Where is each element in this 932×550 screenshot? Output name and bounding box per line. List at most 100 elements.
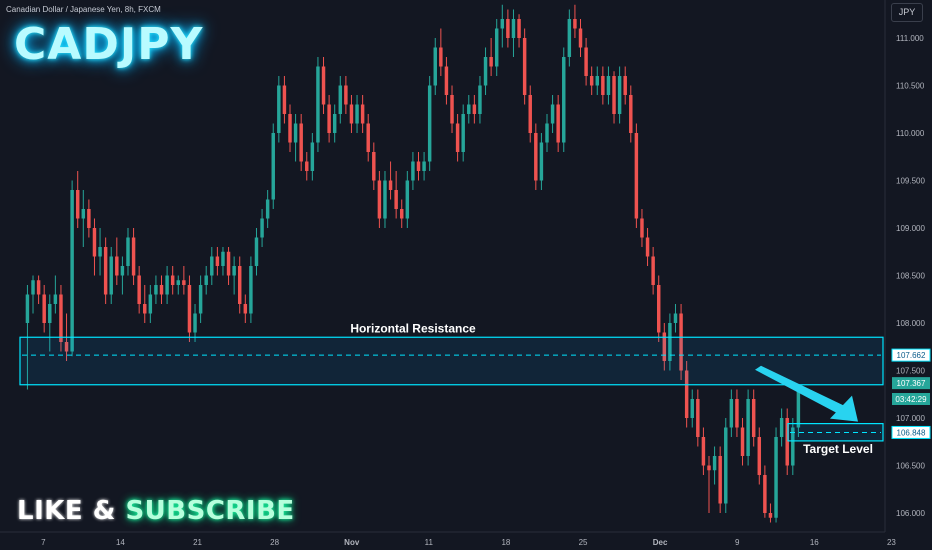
candle-body	[461, 114, 465, 152]
price-tick-label: 110.000	[896, 129, 925, 138]
candle-body	[215, 256, 220, 266]
price-tick-label: 106.500	[896, 462, 925, 471]
cta-subscribe: SUBSCRIBE	[125, 496, 295, 526]
candle-body	[506, 19, 510, 38]
cta-like: LIKE &	[17, 496, 126, 526]
candle-body	[690, 399, 694, 418]
candle-body	[204, 275, 208, 285]
candle-body	[87, 209, 91, 228]
price-tag-label: 107.662	[897, 351, 926, 360]
candle-body	[260, 218, 264, 238]
candle-body	[126, 237, 130, 266]
candle-body	[103, 247, 108, 295]
candle-body	[176, 280, 181, 285]
candle-body	[617, 76, 622, 114]
candle-body	[411, 161, 415, 181]
price-tick-label: 108.000	[896, 319, 925, 328]
candle-body	[232, 266, 236, 276]
price-tick-label: 107.000	[896, 414, 925, 423]
candle-body	[589, 76, 594, 86]
candle-body	[355, 104, 359, 124]
candle-body	[779, 418, 784, 437]
arrow-head	[830, 395, 858, 422]
price-axis[interactable]: 106.000 106.500 107.000 107.500 108.000 108.5…	[896, 34, 925, 518]
candle-body	[640, 218, 644, 238]
candle-body	[193, 313, 197, 333]
candle-body	[556, 104, 560, 143]
time-tick-label: 14	[116, 538, 125, 547]
candle-body	[416, 161, 421, 171]
price-tag: 107.367	[892, 377, 930, 390]
candle-body	[383, 180, 387, 219]
time-tick-label: 16	[810, 538, 819, 547]
candle-body	[198, 285, 203, 314]
candle-body	[573, 19, 577, 29]
price-tag-bg	[892, 377, 930, 390]
candle-body	[478, 85, 482, 114]
arrow-shaft	[755, 365, 844, 414]
price-tag-bg	[892, 393, 930, 405]
like-subscribe-banner: LIKE & SUBSCRIBE	[17, 496, 295, 526]
candle-body	[75, 190, 80, 219]
candle-body	[372, 152, 376, 181]
candle-body	[517, 19, 521, 38]
time-tick-label: Dec	[653, 538, 668, 547]
candle-body	[785, 418, 789, 466]
candle-body	[321, 66, 326, 105]
candle-body	[550, 104, 555, 124]
price-tag-bg	[891, 425, 931, 439]
candle-body	[696, 399, 700, 437]
candle-body	[221, 251, 225, 266]
candle-body	[774, 437, 778, 518]
candle-body	[701, 437, 706, 466]
candle-body	[64, 342, 69, 352]
price-tag: 107.662	[891, 348, 931, 362]
candle-body	[249, 266, 253, 314]
candle-body	[316, 66, 320, 143]
candle-body	[539, 142, 544, 181]
candle-body	[305, 161, 309, 171]
time-axis[interactable]: 7 14 21 28 Nov 11 18 25 Dec 9 16 23	[41, 538, 896, 547]
candle-body	[522, 38, 527, 95]
candle-body	[724, 427, 728, 504]
time-tick-label: 18	[501, 538, 510, 547]
price-tag-label: 106.848	[897, 428, 926, 437]
candle-body	[595, 76, 600, 86]
candle-body	[651, 256, 655, 285]
currency-button[interactable]: JPY	[891, 3, 923, 22]
candle-body	[405, 180, 410, 219]
candle-body	[182, 280, 186, 285]
candle-body	[31, 280, 35, 295]
candle-body	[757, 437, 762, 475]
price-tick-label: 109.000	[896, 224, 925, 233]
candle-body	[277, 85, 281, 133]
candle-body	[81, 209, 86, 219]
candle-body	[455, 123, 460, 152]
candle-body	[467, 104, 471, 114]
candle-body	[187, 285, 192, 333]
candle-body	[791, 427, 795, 466]
candle-body	[601, 76, 605, 95]
candle-body	[483, 57, 488, 86]
candle-body	[366, 123, 370, 152]
candle-body	[439, 47, 443, 67]
price-tick-label: 106.000	[896, 509, 925, 518]
time-tick-label: 7	[41, 538, 46, 547]
price-tag-bg	[891, 348, 931, 362]
candle-body	[48, 304, 52, 323]
candle-body	[59, 294, 63, 342]
candle-body	[394, 190, 398, 209]
candle-body	[165, 275, 169, 295]
chart-title: CADJPY	[14, 19, 204, 70]
candle-body	[36, 280, 41, 295]
price-tick-label: 111.000	[896, 34, 924, 43]
candle-body	[656, 285, 661, 333]
time-tick-label: 23	[887, 538, 896, 547]
candle-body	[545, 123, 549, 143]
candle-body	[735, 399, 739, 428]
time-tick-label: 11	[425, 538, 434, 547]
candle-body	[729, 399, 734, 428]
candle-body	[243, 304, 248, 314]
